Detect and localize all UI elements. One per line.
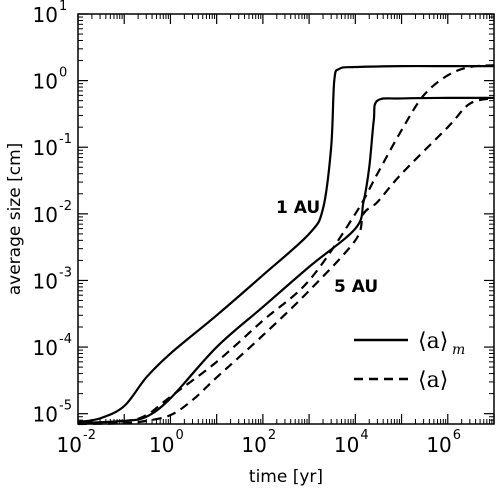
series-line-solid-1au — [77, 64, 494, 424]
x-tick-base: 10 — [426, 433, 451, 457]
y-tick-label: 10 0 — [33, 66, 68, 94]
x-tick-base: 10 — [57, 433, 82, 457]
y-axis-label: average size [cm] — [5, 143, 25, 296]
legend-entry-solid-label: ⟨a⟩ — [418, 329, 448, 354]
series-line-dashed-5au — [77, 96, 495, 426]
legend-entry-solid-sub: m — [452, 342, 465, 358]
axis-tick-labels: 10 -2 10 0 10 2 10 4 10 610 -510 -410 -310 -210 -110 01… — [33, 0, 462, 457]
y-tick-exponent: 0 — [59, 66, 67, 81]
y-tick-base: 10 — [33, 269, 58, 293]
y-tick-exponent: -2 — [59, 199, 72, 214]
x-tick-base: 10 — [241, 433, 266, 457]
x-tick-base: 10 — [334, 433, 359, 457]
x-tick-exponent: 0 — [175, 428, 183, 443]
y-tick-base: 10 — [33, 136, 58, 160]
y-tick-exponent: 1 — [59, 0, 67, 14]
annotation-1au: 1 AU — [276, 198, 320, 218]
axis-ticks — [77, 13, 495, 425]
x-tick-exponent: 2 — [268, 428, 276, 443]
y-tick-exponent: -5 — [59, 399, 72, 414]
y-tick-label: 10 -1 — [33, 132, 72, 160]
series-layer — [77, 64, 495, 426]
series-line-dashed-1au — [77, 64, 495, 425]
y-tick-label: 10 -5 — [33, 399, 72, 427]
x-tick-label: 10 -2 — [57, 428, 96, 457]
y-tick-base: 10 — [33, 403, 58, 427]
x-tick-exponent: 4 — [360, 428, 368, 443]
y-tick-base: 10 — [33, 70, 58, 94]
y-tick-label: 10 1 — [33, 0, 68, 27]
y-tick-base: 10 — [33, 3, 58, 27]
plot-frame — [77, 13, 495, 425]
y-tick-exponent: -4 — [59, 332, 72, 347]
x-tick-label: 10 6 — [426, 428, 461, 457]
x-tick-exponent: -2 — [83, 428, 96, 443]
x-tick-label: 10 0 — [149, 428, 184, 457]
x-tick-base: 10 — [149, 433, 174, 457]
y-tick-base: 10 — [33, 203, 58, 227]
y-tick-label: 10 -4 — [33, 332, 72, 360]
y-tick-label: 10 -3 — [33, 265, 72, 293]
annotation-5au: 5 AU — [334, 277, 378, 297]
x-tick-label: 10 2 — [241, 428, 276, 457]
y-tick-base: 10 — [33, 336, 58, 360]
legend: ⟨a⟩ m ⟨a⟩ — [354, 329, 465, 393]
y-tick-exponent: -3 — [59, 265, 72, 280]
y-tick-label: 10 -2 — [33, 199, 72, 227]
x-tick-label: 10 4 — [334, 428, 369, 457]
x-tick-exponent: 6 — [453, 428, 461, 443]
x-axis-label: time [yr] — [249, 467, 323, 487]
y-tick-exponent: -1 — [59, 132, 72, 147]
series-line-solid-5au — [77, 96, 495, 425]
legend-entry-dashed-label: ⟨a⟩ — [418, 368, 448, 393]
